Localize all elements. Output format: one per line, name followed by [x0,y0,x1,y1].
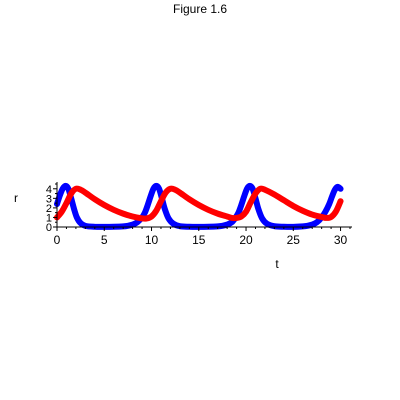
x-tick-label: 5 [101,233,108,247]
y-tick-label: 2 [46,203,52,215]
x-tick-label: 15 [192,233,206,247]
chart-title: Figure 1.6 [173,2,227,16]
x-tick-label: 25 [287,233,301,247]
series-layer [54,182,344,230]
x-tick-label: 10 [145,233,159,247]
y-axis-label: r [14,191,18,205]
y-tick-label: 0 [46,222,52,234]
x-tick-label: 30 [334,233,348,247]
x-tick-label: 0 [54,233,61,247]
x-tick-label: 20 [239,233,253,247]
y-tick-label: 4 [46,184,52,196]
series-line-red [54,185,344,222]
y-tick-label: 1 [46,212,52,224]
y-tick-label: 3 [46,193,52,205]
x-axis-label: t [275,257,279,271]
